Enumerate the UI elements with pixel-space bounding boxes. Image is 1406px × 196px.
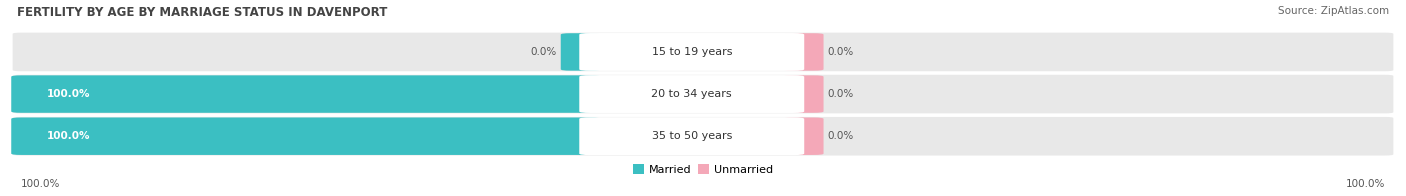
Text: 0.0%: 0.0%	[530, 47, 557, 57]
FancyBboxPatch shape	[11, 75, 600, 113]
FancyBboxPatch shape	[13, 33, 1393, 71]
Text: 0.0%: 0.0%	[828, 47, 853, 57]
FancyBboxPatch shape	[783, 75, 824, 113]
Text: 100.0%: 100.0%	[21, 179, 60, 189]
FancyBboxPatch shape	[13, 75, 1393, 113]
Text: 100.0%: 100.0%	[46, 131, 90, 141]
Text: 0.0%: 0.0%	[828, 89, 853, 99]
FancyBboxPatch shape	[783, 118, 824, 155]
Text: 20 to 34 years: 20 to 34 years	[651, 89, 733, 99]
FancyBboxPatch shape	[579, 75, 804, 113]
Text: 15 to 19 years: 15 to 19 years	[651, 47, 733, 57]
Text: Source: ZipAtlas.com: Source: ZipAtlas.com	[1278, 6, 1389, 16]
Text: 0.0%: 0.0%	[828, 131, 853, 141]
FancyBboxPatch shape	[579, 117, 804, 155]
Text: FERTILITY BY AGE BY MARRIAGE STATUS IN DAVENPORT: FERTILITY BY AGE BY MARRIAGE STATUS IN D…	[17, 6, 387, 19]
Text: 35 to 50 years: 35 to 50 years	[651, 131, 733, 141]
FancyBboxPatch shape	[579, 33, 804, 71]
Text: 100.0%: 100.0%	[46, 89, 90, 99]
FancyBboxPatch shape	[13, 117, 1393, 156]
Text: 100.0%: 100.0%	[1346, 179, 1385, 189]
FancyBboxPatch shape	[783, 33, 824, 71]
FancyBboxPatch shape	[561, 33, 600, 71]
FancyBboxPatch shape	[11, 118, 600, 155]
Legend: Married, Unmarried: Married, Unmarried	[633, 164, 773, 175]
